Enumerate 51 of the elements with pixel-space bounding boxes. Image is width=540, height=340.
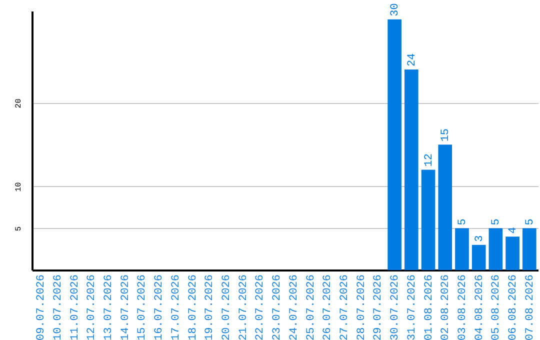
- x-tick-label: 07.08.2026: [524, 274, 536, 340]
- x-tick-label: 21.07.2026: [238, 274, 250, 340]
- x-tick-label: 19.07.2026: [204, 274, 216, 340]
- y-tick-label: 5: [14, 226, 24, 232]
- x-tick-label: 18.07.2026: [187, 274, 200, 340]
- data-label: 4: [508, 226, 520, 234]
- x-tick-label: 10.07.2026: [52, 274, 64, 340]
- x-tick-label: 06.08.2026: [508, 274, 520, 340]
- bar: [472, 244, 486, 270]
- x-tick-label: 29.07.2026: [372, 274, 385, 340]
- x-tick-label: 01.08.2026: [423, 274, 436, 340]
- data-label: 5: [456, 218, 469, 226]
- x-tick-label: 15.07.2026: [136, 274, 149, 340]
- bar: [488, 228, 503, 270]
- x-tick-label: 03.08.2026: [456, 274, 469, 340]
- x-tick-label: 24.07.2026: [288, 274, 300, 340]
- bar: [438, 144, 452, 270]
- x-tick-label: 14.07.2026: [120, 274, 132, 340]
- y-tick-label: 20: [14, 98, 24, 108]
- x-tick-label: 17.07.2026: [170, 274, 182, 340]
- data-label: 5: [490, 218, 503, 226]
- x-tick-label: 12.07.2026: [86, 274, 98, 340]
- x-tick-label: 16.07.2026: [154, 274, 166, 340]
- bar: [522, 228, 536, 270]
- bar: [421, 170, 436, 270]
- x-tick-label: 30.07.2026: [390, 274, 402, 340]
- data-label: 12: [423, 154, 436, 167]
- data-label: 5: [524, 218, 536, 226]
- x-tick-label: 26.07.2026: [322, 274, 334, 340]
- data-label: 15: [440, 128, 452, 142]
- bar: [455, 228, 469, 270]
- x-tick-label: 22.07.2026: [254, 274, 267, 340]
- x-tick-label: 31.07.2026: [406, 274, 418, 340]
- data-label: 30: [390, 3, 402, 16]
- bar: [506, 236, 520, 270]
- data-label: 3: [474, 235, 486, 242]
- x-tick-label: 09.07.2026: [36, 274, 48, 340]
- x-tick-label: 02.08.2026: [440, 274, 452, 340]
- x-tick-label: 23.07.2026: [272, 274, 284, 340]
- data-label: 24: [406, 52, 418, 66]
- x-tick-label: 04.08.2026: [474, 274, 486, 340]
- x-tick-label: 25.07.2026: [305, 274, 318, 340]
- bar: [388, 19, 402, 270]
- x-tick-label: 05.08.2026: [490, 274, 503, 340]
- x-tick-label: 13.07.2026: [103, 274, 116, 340]
- bar: [404, 69, 418, 270]
- x-tick-label: 20.07.2026: [221, 274, 234, 340]
- y-tick-label: 10: [14, 182, 24, 192]
- x-tick-label: 28.07.2026: [356, 274, 368, 340]
- x-tick-label: 11.07.2026: [69, 274, 82, 340]
- x-tick-label: 27.07.2026: [338, 274, 351, 340]
